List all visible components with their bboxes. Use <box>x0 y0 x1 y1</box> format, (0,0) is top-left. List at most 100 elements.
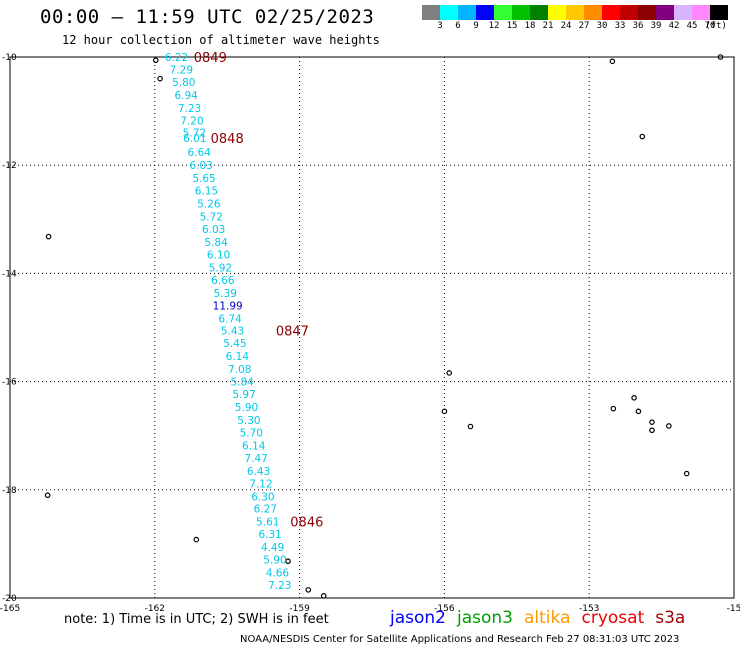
color-swatch <box>620 5 638 20</box>
x-tick-label: -153 <box>579 604 599 614</box>
color-swatch <box>548 5 566 20</box>
color-swatch <box>656 5 674 20</box>
wave-height-label: 11.99 <box>213 300 243 312</box>
wave-height-label: 6.15 <box>195 186 218 198</box>
wave-height-label: 6.94 <box>174 90 198 102</box>
satellite-legend-s3a: s3a <box>655 608 686 628</box>
units-note: note: 1) Time is in UTC; 2) SWH is in fe… <box>64 612 329 627</box>
color-scale-label: 12 <box>488 21 500 31</box>
wave-height-label: 5.39 <box>214 288 237 300</box>
wave-height-label: 6.14 <box>242 440 266 452</box>
island-outline <box>639 133 646 140</box>
wave-height-label: 6.03 <box>189 160 212 172</box>
color-scale-label: 36 <box>632 21 644 31</box>
wave-height-label: 6.01 <box>183 133 206 145</box>
wave-height-label: 7.12 <box>249 478 272 490</box>
y-tick-label: -16 <box>2 378 17 388</box>
wave-height-label: 5.72 <box>200 212 223 224</box>
chart-title: 00:00 – 11:59 UTC 02/25/2023 <box>40 6 375 28</box>
wave-height-label: 7.23 <box>178 103 201 115</box>
color-swatch <box>440 5 458 20</box>
y-tick-label: -14 <box>2 269 17 279</box>
island-outline <box>446 370 453 376</box>
island-outline <box>44 492 51 499</box>
wave-height-label: 5.61 <box>256 517 279 529</box>
wave-height-label: 6.10 <box>207 249 230 261</box>
island-outline <box>717 54 724 60</box>
x-tick-label: -159 <box>289 604 310 614</box>
wave-height-label: 6.14 <box>226 351 250 363</box>
wave-height-label: 5.45 <box>223 338 246 350</box>
color-scale-bar <box>422 5 728 20</box>
wave-height-label: 7.47 <box>244 453 267 465</box>
time-annotation: 0849 <box>194 51 227 66</box>
wave-height-label: 6.43 <box>247 466 270 478</box>
color-scale-label: 3 <box>437 21 443 31</box>
color-scale-label: 30 <box>596 21 608 31</box>
wave-height-label: 5.92 <box>209 262 232 274</box>
color-scale-label: 33 <box>614 21 626 31</box>
island-outline <box>649 419 655 425</box>
color-swatch <box>458 5 476 20</box>
satellite-legend-jason3: jason3 <box>457 608 513 628</box>
satellite-legend: jason2 jason3 altika cryosat s3a <box>390 608 696 628</box>
color-scale-label: 6 <box>455 21 461 31</box>
island-outline <box>635 408 642 415</box>
wave-height-label: 5.43 <box>221 326 244 338</box>
y-tick-label: -20 <box>2 594 17 604</box>
color-swatch <box>566 5 584 20</box>
color-swatch <box>422 5 440 20</box>
chart-subtitle: 12 hour collection of altimeter wave hei… <box>62 33 380 47</box>
color-swatch <box>476 5 494 20</box>
island-outline <box>609 58 616 65</box>
y-tick-label: -12 <box>2 161 17 171</box>
wave-height-label: 5.26 <box>197 199 221 211</box>
wave-height-label: 7.23 <box>268 580 291 592</box>
wave-height-label: 4.66 <box>266 568 290 580</box>
color-scale-label: 42 <box>668 21 680 31</box>
color-swatch <box>674 5 692 20</box>
island-outline <box>152 57 159 64</box>
wave-height-label: 5.80 <box>172 77 195 89</box>
color-scale-label: 24 <box>560 21 572 31</box>
color-swatch <box>602 5 620 20</box>
wave-height-label: 6.30 <box>251 491 274 503</box>
island-outline <box>631 395 637 401</box>
color-scale-label: 15 <box>506 21 518 31</box>
island-outline <box>441 408 448 415</box>
wave-height-label: 5.90 <box>263 555 286 567</box>
island-outline <box>285 558 291 565</box>
color-scale-label: 18 <box>524 21 536 31</box>
time-annotation: 0848 <box>211 132 244 147</box>
color-swatch <box>638 5 656 20</box>
color-scale-label: (ft) <box>705 21 727 31</box>
color-scale-label: 9 <box>473 21 479 31</box>
wave-height-label: 5.84 <box>204 237 228 249</box>
island-outline <box>45 233 52 240</box>
wave-height-label: 6.64 <box>188 147 212 159</box>
color-scale-label: 70 <box>704 21 716 31</box>
wave-height-label: 7.08 <box>228 364 251 376</box>
wave-height-label: 7.20 <box>180 115 203 127</box>
x-tick-label: -15 <box>727 604 740 614</box>
island-outline <box>467 423 474 430</box>
wave-height-label: 5.84 <box>230 377 254 389</box>
satellite-legend-jason2: jason2 <box>390 608 446 628</box>
satellite-legend-cryosat: cryosat <box>581 608 645 628</box>
color-scale-label: 21 <box>542 21 554 31</box>
island-outline <box>193 536 200 543</box>
wave-height-label: 5.97 <box>232 389 255 401</box>
wave-height-label: 7.29 <box>170 64 193 76</box>
island-outline <box>320 593 327 599</box>
island-outline <box>683 470 690 477</box>
credit-line: NOAA/NESDIS Center for Satellite Applica… <box>240 634 680 645</box>
wave-height-label: 6.03 <box>202 224 225 236</box>
color-swatch <box>530 5 548 20</box>
color-scale-labels: 3 6 9 12 15 18 21 24 27 30 33 36 39 42 45 70 (ft) <box>422 21 740 33</box>
satellite-legend-altika: altika <box>524 608 571 628</box>
color-swatch <box>512 5 530 20</box>
island-outline <box>610 405 617 412</box>
x-tick-label: -162 <box>145 604 165 614</box>
time-annotation: 0847 <box>276 325 309 340</box>
